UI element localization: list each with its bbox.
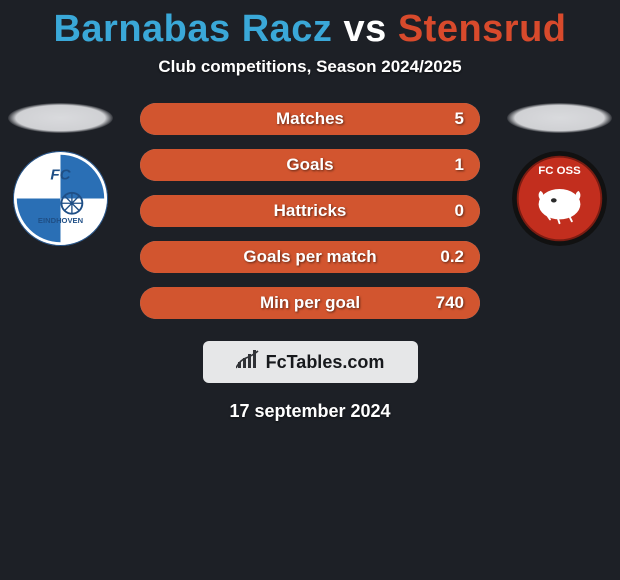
stat-label: Hattricks: [140, 201, 480, 221]
badge-right-text: FC OSS: [538, 165, 581, 177]
stat-row: Matches5: [140, 103, 480, 135]
title-player1: Barnabas Racz: [53, 8, 332, 50]
stat-value: 0.2: [440, 247, 464, 267]
club-badge-right: FC OSS: [512, 151, 607, 246]
brand-text: FcTables.com: [266, 352, 385, 373]
stat-row: Hattricks0: [140, 195, 480, 227]
player-right-slot: FC OSS: [507, 103, 612, 246]
stat-row: Min per goal740: [140, 287, 480, 319]
avatar-placeholder-left: [8, 103, 113, 133]
badge-left-name: EINDHOVEN: [38, 216, 83, 225]
stats-column: Matches5Goals1Hattricks0Goals per match0…: [140, 103, 480, 319]
stat-value: 1: [455, 155, 464, 175]
stat-value: 740: [436, 293, 464, 313]
chart-icon: [236, 350, 260, 375]
stat-value: 5: [455, 109, 464, 129]
avatar-placeholder-right: [507, 103, 612, 133]
date-line: 17 september 2024: [0, 401, 620, 422]
stat-label: Matches: [140, 109, 480, 129]
brand-box: FcTables.com: [203, 341, 418, 383]
club-badge-left: FC EINDHOVEN: [13, 151, 108, 246]
subtitle: Club competitions, Season 2024/2025: [0, 57, 620, 77]
stat-label: Goals per match: [140, 247, 480, 267]
comparison-panel: FC EINDHOVEN FC OSS Matches5Goals1Hattri: [0, 103, 620, 422]
title-vs: vs: [343, 8, 386, 50]
stat-value: 0: [455, 201, 464, 221]
badge-left-fc: FC: [50, 167, 71, 184]
title-player2: Stensrud: [398, 8, 567, 50]
stat-label: Goals: [140, 155, 480, 175]
player-left-slot: FC EINDHOVEN: [8, 103, 113, 246]
stat-row: Goals per match0.2: [140, 241, 480, 273]
stat-row: Goals1: [140, 149, 480, 181]
stat-label: Min per goal: [140, 293, 480, 313]
page-title: Barnabas Racz vs Stensrud: [0, 0, 620, 51]
